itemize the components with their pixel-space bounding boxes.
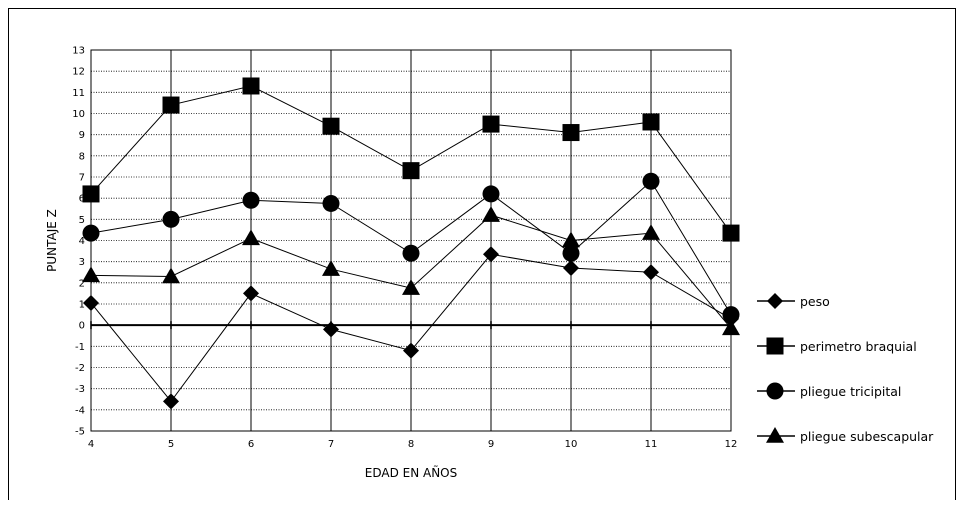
grid-lines	[90, 49, 732, 432]
legend-item-pliegue-subescapular: pliegue subescapular	[757, 427, 934, 444]
data-point-peso	[563, 260, 579, 277]
data-point-peso	[163, 393, 179, 410]
data-point-peso	[403, 342, 419, 359]
legend-marker-diamond-icon	[767, 293, 783, 309]
data-point-perimetro-braquial	[242, 77, 260, 95]
data-point-perimetro-braquial	[642, 113, 660, 131]
legend: peso perimetro braquial pliegue tricipital…	[757, 293, 934, 444]
data-point-perimetro-braquial	[322, 117, 340, 135]
y-tick-label: -1	[75, 342, 85, 353]
y-tick-label: 2	[79, 278, 85, 289]
data-point-pliegue-subescapular	[82, 266, 100, 283]
data-point-perimetro-braquial	[162, 96, 180, 114]
y-tick-label: -5	[75, 427, 85, 438]
y-tick-label: 4	[79, 236, 85, 247]
x-tick-label: 7	[328, 439, 334, 450]
data-point-peso	[643, 264, 659, 281]
x-tick-label: 8	[408, 439, 414, 450]
legend-item-perimetro-braquial: perimetro braquial	[757, 337, 917, 355]
legend-marker-triangle-icon	[766, 427, 784, 443]
data-point-perimetro-braquial	[722, 224, 740, 242]
y-tick-label: -3	[75, 384, 85, 395]
legend-label: pliegue subescapular	[800, 429, 934, 444]
y-tick-label: 1	[79, 300, 85, 311]
data-point-pliegue-subescapular	[642, 224, 660, 240]
x-tick-label: 10	[565, 439, 578, 450]
data-point-pliegue-tricipital	[322, 194, 340, 212]
y-tick-label: 10	[72, 109, 85, 120]
data-point-pliegue-subescapular	[562, 231, 580, 248]
data-point-pliegue-subescapular	[322, 260, 340, 276]
data-point-peso	[323, 321, 339, 338]
x-tick-label: 5	[168, 439, 174, 450]
data-point-peso	[83, 294, 99, 311]
y-tick-label: 3	[79, 257, 85, 268]
series-peso	[83, 246, 739, 410]
data-point-perimetro-braquial	[482, 115, 500, 133]
y-tick-label: 13	[72, 46, 85, 57]
data-point-pliegue-subescapular	[722, 319, 740, 336]
data-point-perimetro-braquial	[402, 162, 420, 180]
data-point-pliegue-tricipital	[722, 306, 740, 324]
data-point-pliegue-tricipital	[402, 244, 420, 262]
y-tick-label: 8	[79, 151, 85, 162]
y-tick-label: 5	[79, 215, 85, 226]
series-pliegue-subescapular	[82, 206, 740, 336]
data-point-pliegue-subescapular	[162, 267, 180, 284]
data-point-perimetro-braquial	[562, 124, 580, 142]
y-tick-label: -4	[75, 405, 85, 416]
data-point-pliegue-tricipital	[162, 210, 180, 228]
series-perimetro-braquial	[82, 77, 740, 242]
x-tick-label: 11	[645, 439, 658, 450]
data-point-peso	[243, 285, 259, 302]
x-tick-label: 12	[725, 439, 738, 450]
data-point-pliegue-tricipital	[642, 172, 660, 190]
x-axis-label: EDAD EN AÑOS	[365, 465, 458, 480]
legend-marker-square-icon	[766, 337, 784, 355]
x-tick-label: 6	[248, 439, 254, 450]
y-tick-label: -2	[75, 363, 85, 374]
y-tick-label: 11	[72, 88, 85, 99]
data-point-pliegue-subescapular	[402, 279, 420, 295]
data-point-pliegue-subescapular	[242, 229, 260, 246]
y-tick-label: 7	[79, 173, 85, 184]
series-pliegue-tricipital	[82, 172, 740, 324]
data-point-pliegue-tricipital	[82, 224, 100, 242]
legend-label: peso	[800, 294, 830, 309]
data-point-pliegue-subescapular	[482, 206, 500, 222]
y-tick-label: 6	[79, 194, 85, 205]
x-tick-label: 4	[88, 439, 94, 450]
legend-label: pliegue tricipital	[800, 384, 901, 399]
y-tick-label: 0	[79, 321, 85, 332]
legend-item-peso: peso	[757, 293, 830, 309]
chart-frame	[8, 8, 956, 500]
x-tick-label: 9	[488, 439, 494, 450]
y-axis-label: PUNTAJE Z	[45, 209, 59, 272]
data-point-pliegue-tricipital	[562, 244, 580, 262]
legend-label: perimetro braquial	[800, 339, 917, 354]
y-tick-label: 9	[79, 130, 85, 141]
data-point-perimetro-braquial	[82, 185, 100, 203]
y-tick-label: 12	[72, 67, 85, 78]
data-point-peso	[483, 246, 499, 263]
series-layer	[82, 77, 740, 410]
data-point-pliegue-tricipital	[242, 191, 260, 209]
legend-marker-circle-icon	[766, 382, 784, 400]
data-point-pliegue-tricipital	[482, 185, 500, 203]
legend-item-pliegue-tricipital: pliegue tricipital	[757, 382, 901, 400]
